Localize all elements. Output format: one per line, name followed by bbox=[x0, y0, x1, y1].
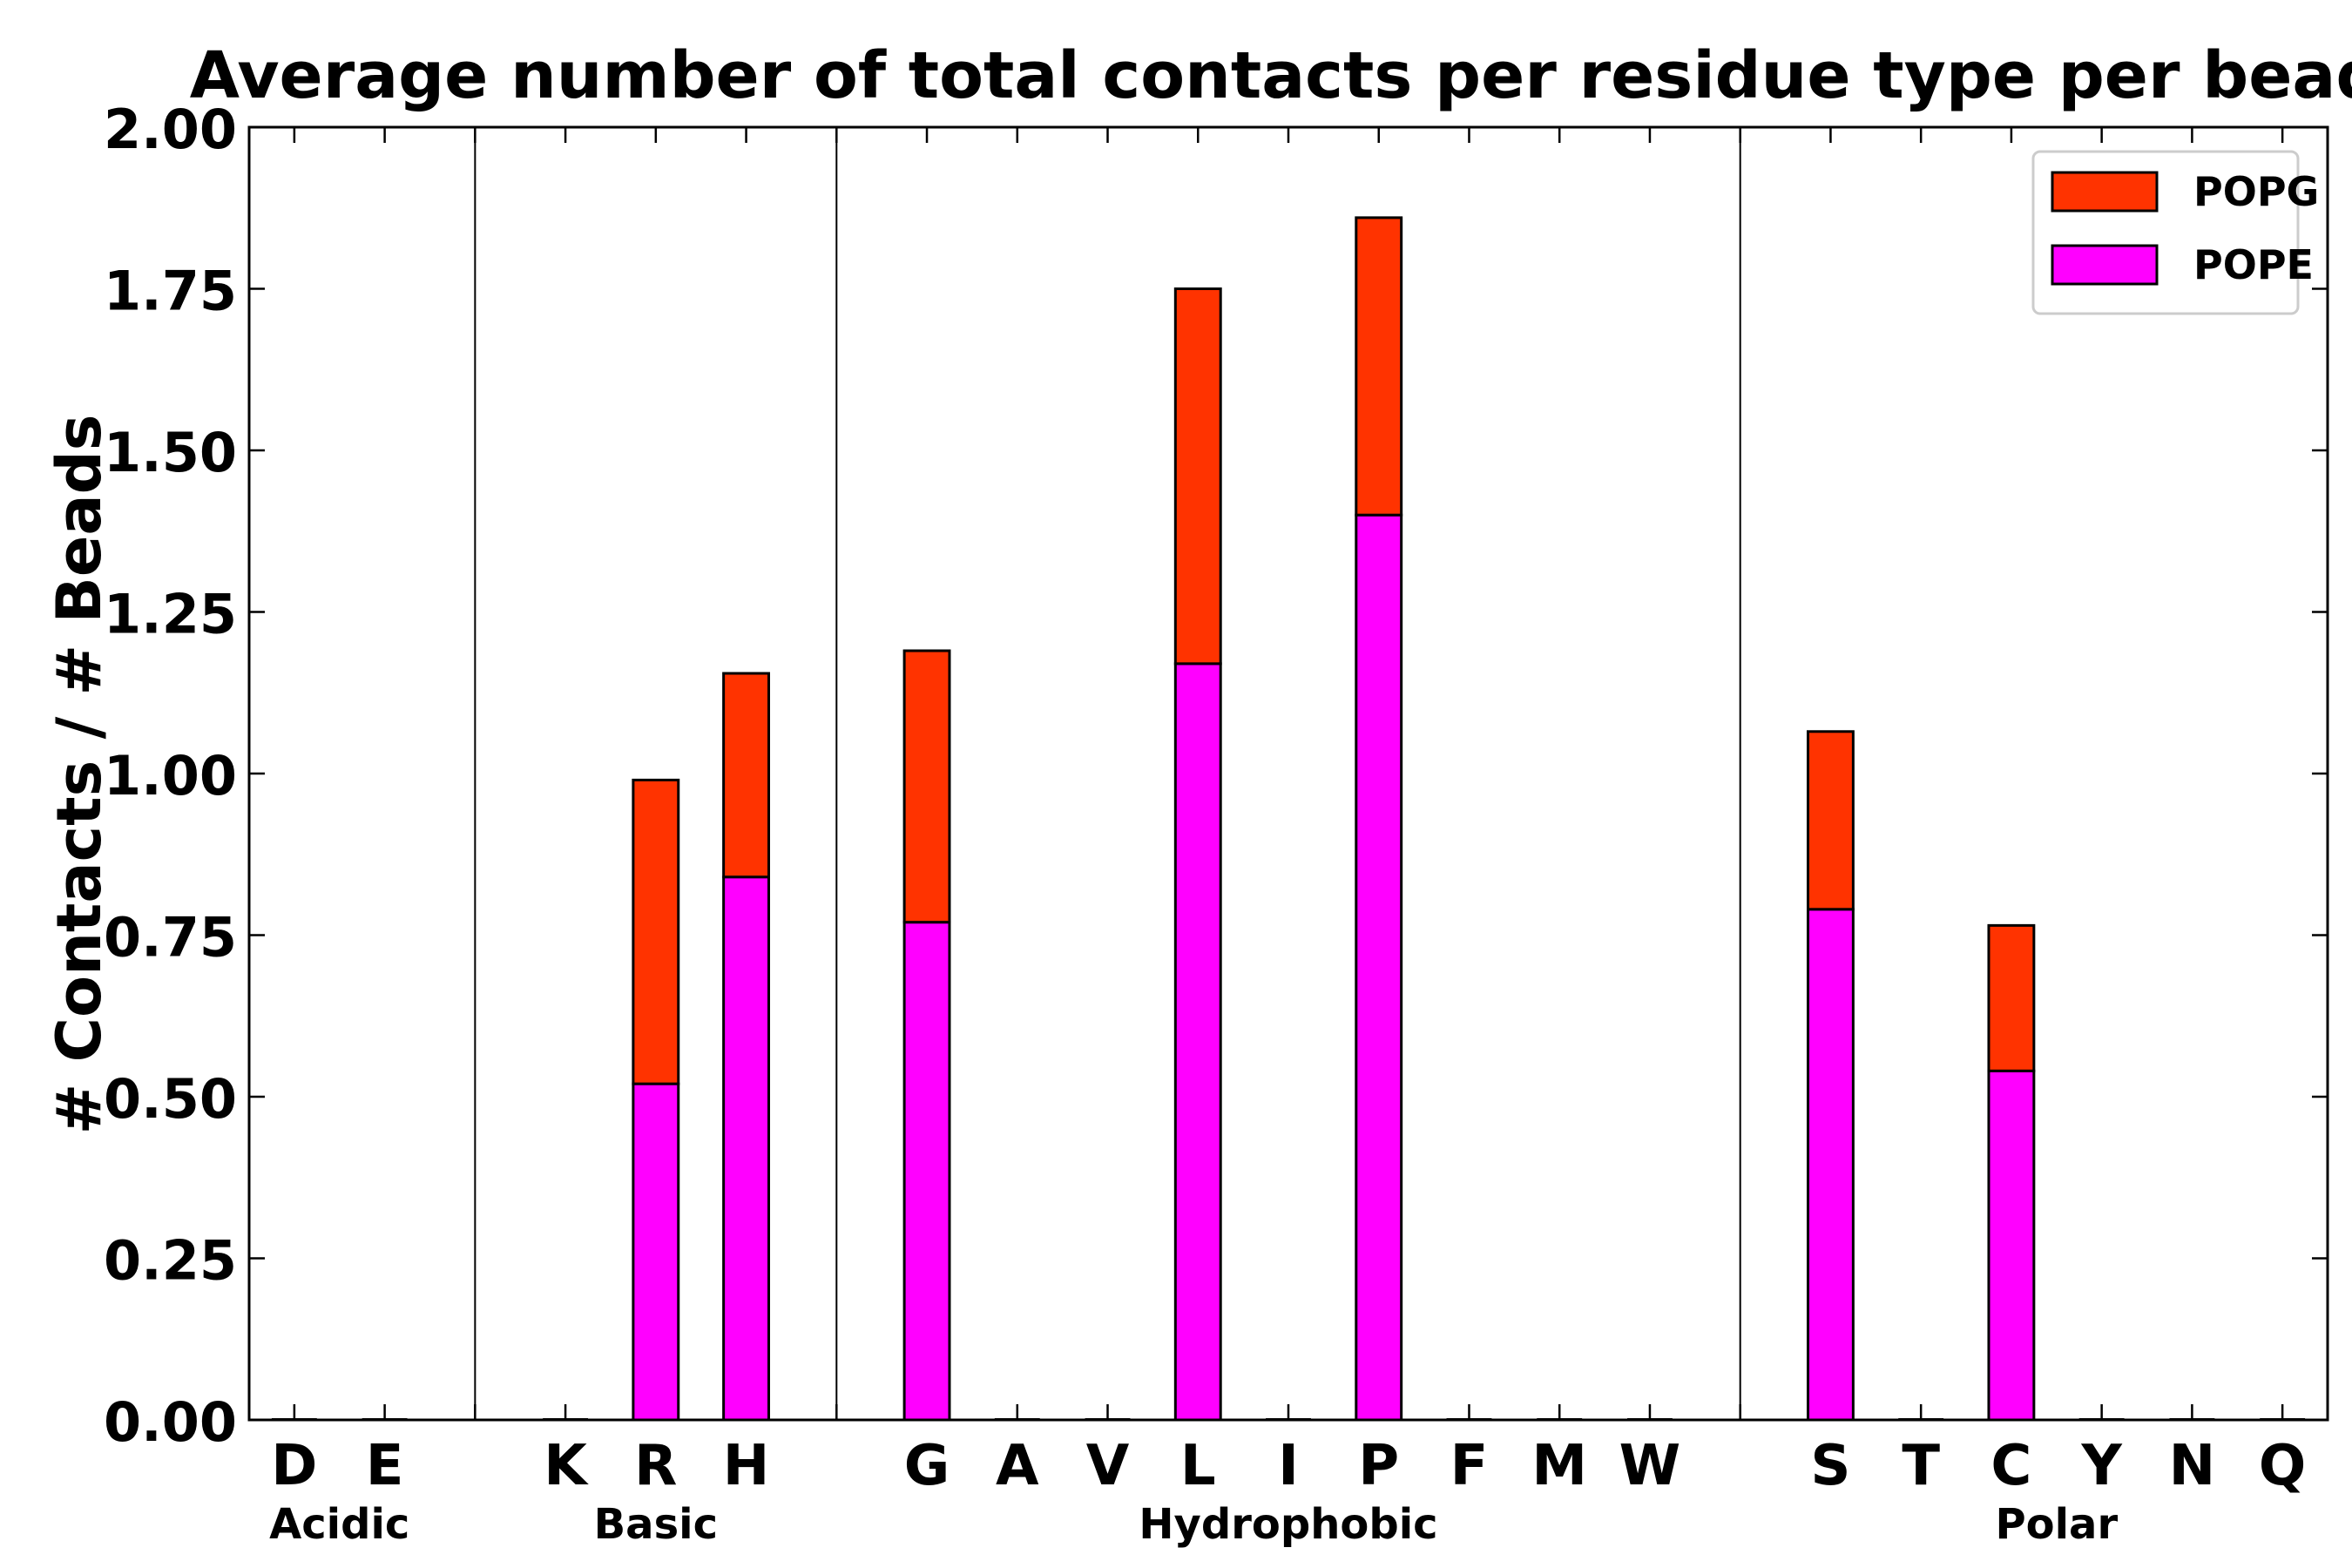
bar-popg-P bbox=[1355, 216, 1403, 517]
x-tick-label-A: A bbox=[996, 1434, 1039, 1498]
y-tick-label: 1.25 bbox=[104, 583, 237, 646]
group-label-basic: Basic bbox=[594, 1500, 718, 1549]
bar-pope-H bbox=[722, 875, 770, 1422]
x-tick-label-R: R bbox=[634, 1434, 677, 1498]
x-tick-label-W: W bbox=[1619, 1434, 1681, 1498]
y-tick-label: 1.00 bbox=[104, 744, 237, 808]
x-tick-label-L: L bbox=[1180, 1434, 1216, 1498]
x-tick-label-I: I bbox=[1278, 1434, 1299, 1498]
y-tick-label: 1.50 bbox=[104, 421, 237, 484]
bar-popg-H bbox=[722, 672, 770, 879]
x-tick-label-Q: Q bbox=[2259, 1434, 2306, 1498]
group-label-acidic: Acidic bbox=[269, 1500, 409, 1549]
bar-pope-C bbox=[1987, 1069, 2036, 1422]
bar-popg-L bbox=[1173, 287, 1222, 666]
x-tick-label-M: M bbox=[1531, 1434, 1587, 1498]
x-tick-label-V: V bbox=[1086, 1434, 1130, 1498]
x-tick-label-P: P bbox=[1358, 1434, 1399, 1498]
bar-pope-P bbox=[1355, 513, 1403, 1422]
bar-pope-S bbox=[1807, 908, 1855, 1422]
x-tick-label-C: C bbox=[1990, 1434, 2031, 1498]
y-axis-label: # Contacts / # Beads bbox=[44, 415, 115, 1135]
bar-popg-G bbox=[902, 649, 951, 924]
bar-pope-L bbox=[1173, 662, 1222, 1422]
x-tick-label-K: K bbox=[544, 1434, 589, 1498]
legend-swatch-pope bbox=[2051, 244, 2159, 286]
group-label-polar: Polar bbox=[1995, 1500, 2118, 1549]
y-tick-label: 0.50 bbox=[104, 1067, 237, 1131]
y-tick-label: 1.75 bbox=[104, 260, 237, 323]
legend-label-popg: POPG bbox=[2193, 168, 2319, 215]
y-tick-label: 0.00 bbox=[104, 1390, 237, 1454]
chart-title: Average number of total contacts per res… bbox=[190, 38, 2352, 113]
bar-pope-G bbox=[902, 921, 951, 1422]
legend-swatch-popg bbox=[2051, 171, 2159, 213]
x-tick-label-F: F bbox=[1450, 1434, 1489, 1498]
x-tick-label-E: E bbox=[366, 1434, 404, 1498]
group-label-hydrophobic: Hydrophobic bbox=[1139, 1500, 1437, 1549]
x-tick-label-S: S bbox=[1810, 1434, 1850, 1498]
bar-pope-R bbox=[632, 1082, 680, 1422]
x-tick-label-D: D bbox=[271, 1434, 317, 1498]
x-tick-label-Y: Y bbox=[2080, 1434, 2122, 1498]
x-tick-label-G: G bbox=[904, 1434, 950, 1498]
bar-popg-R bbox=[632, 778, 680, 1085]
x-tick-label-N: N bbox=[2169, 1434, 2216, 1498]
x-tick-label-T: T bbox=[1902, 1434, 1940, 1498]
y-tick-label: 0.75 bbox=[104, 906, 237, 970]
y-tick-label: 2.00 bbox=[104, 98, 237, 161]
bar-popg-S bbox=[1807, 730, 1855, 911]
bar-popg-C bbox=[1987, 923, 2036, 1072]
x-tick-label-H: H bbox=[723, 1434, 770, 1498]
legend-label-pope: POPE bbox=[2193, 241, 2314, 288]
y-tick-label: 0.25 bbox=[104, 1229, 237, 1293]
